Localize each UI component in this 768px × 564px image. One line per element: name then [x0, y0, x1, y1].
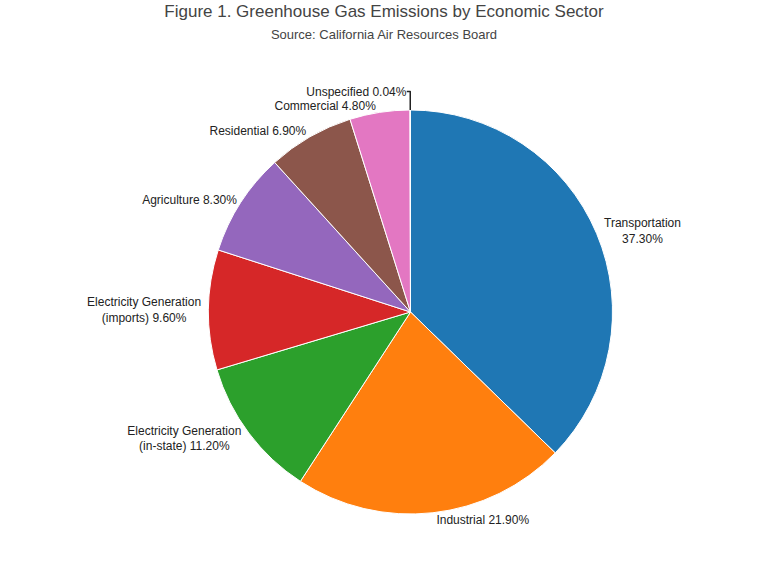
svg-text:Agriculture 8.30%: Agriculture 8.30%	[142, 193, 237, 207]
svg-text:Industrial 21.90%: Industrial 21.90%	[436, 513, 529, 527]
svg-text:Unspecified 0.04%: Unspecified 0.04%	[306, 85, 406, 99]
svg-text:Commercial 4.80%: Commercial 4.80%	[274, 99, 376, 113]
svg-text:Transportation37.30%: Transportation37.30%	[604, 216, 681, 246]
svg-text:Electricity Generation(in-stat: Electricity Generation(in-state) 11.20%	[127, 424, 241, 454]
svg-text:Figure 1. Greenhouse Gas Emiss: Figure 1. Greenhouse Gas Emissions by Ec…	[164, 2, 604, 42]
svg-text:Residential 6.90%: Residential 6.90%	[209, 124, 306, 138]
svg-text:Electricity Generation(imports: Electricity Generation(imports) 9.60%	[87, 295, 201, 325]
